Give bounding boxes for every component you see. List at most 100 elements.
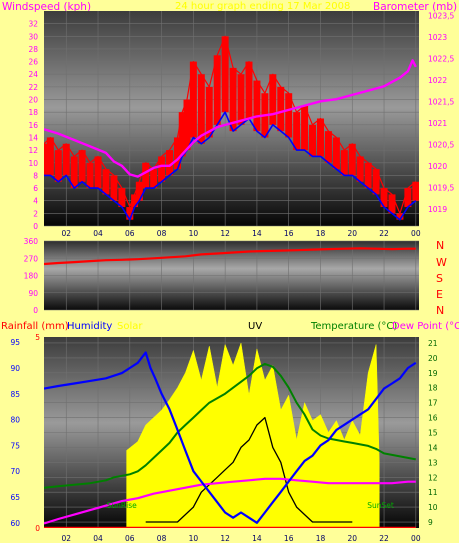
humidity-tick-label: 95 bbox=[10, 338, 20, 347]
temperature-tick-label: 15 bbox=[428, 429, 438, 438]
gust-bar bbox=[173, 137, 181, 170]
barometer-tick-label: 1019,5 bbox=[428, 183, 454, 192]
gust-bar bbox=[245, 61, 253, 119]
gust-bar bbox=[150, 169, 158, 189]
gust-bar bbox=[412, 181, 419, 201]
compass-letter-n-bottom: N bbox=[436, 304, 445, 317]
bottom-time-tick-label: 06 bbox=[125, 534, 135, 543]
temperature-tick-label: 19 bbox=[428, 369, 438, 378]
humidity-tick-label: 65 bbox=[10, 493, 20, 502]
bottom-time-tick-label: 04 bbox=[93, 534, 103, 543]
humidity-tick-label: 90 bbox=[10, 364, 20, 373]
windspeed-tick-label: 30 bbox=[28, 32, 38, 41]
gust-bar bbox=[142, 162, 150, 189]
uv-axis-label: UV bbox=[248, 321, 263, 332]
rain-tick-label: 5 bbox=[35, 333, 40, 342]
gust-bar bbox=[54, 150, 62, 182]
graph-title: 24 hour graph ending 17 Mar 2008 bbox=[175, 1, 351, 12]
gust-bar bbox=[189, 61, 197, 138]
humidity-tick-label: 60 bbox=[10, 519, 20, 528]
barometer-tick-label: 1019 bbox=[428, 205, 447, 214]
humidity-tick-label: 70 bbox=[10, 467, 20, 476]
temperature-axis-label: Temperature (°C) bbox=[311, 321, 398, 332]
gust-bar bbox=[332, 137, 340, 170]
windspeed-tick-label: 0 bbox=[33, 222, 38, 231]
time-tick-label: 06 bbox=[125, 229, 135, 238]
compass-letter-n-top: N bbox=[436, 239, 445, 252]
windspeed-tick-label: 22 bbox=[28, 83, 38, 92]
barometer-axis-label: Barometer (mb) bbox=[373, 1, 458, 13]
time-tick-label: 16 bbox=[284, 229, 294, 238]
gust-bar bbox=[86, 162, 94, 189]
windspeed-tick-label: 26 bbox=[28, 58, 38, 67]
bottom-time-tick-label: 12 bbox=[220, 534, 230, 543]
bottom-time-tick-label: 18 bbox=[316, 534, 326, 543]
rain-tick-label: 0 bbox=[35, 524, 40, 533]
temperature-tick-label: 16 bbox=[428, 414, 438, 423]
solar-axis-label: Solar bbox=[117, 321, 143, 332]
time-tick-label: 14 bbox=[252, 229, 262, 238]
temperature-tick-label: 14 bbox=[428, 443, 438, 452]
humidity-tick-label: 75 bbox=[10, 441, 20, 450]
humidity-axis-label: Humidity bbox=[67, 321, 113, 332]
gust-bar bbox=[348, 143, 356, 176]
windspeed-tick-label: 14 bbox=[28, 133, 38, 142]
direction-series-group bbox=[44, 247, 416, 266]
direction-tick-label: 90 bbox=[28, 289, 38, 298]
windspeed-tick-label: 28 bbox=[28, 45, 38, 54]
direction-tick-label: 180 bbox=[24, 272, 39, 281]
direction-tick-label: 0 bbox=[33, 306, 38, 315]
gust-bar bbox=[205, 86, 213, 138]
gust-bar bbox=[102, 169, 110, 195]
windspeed-tick-label: 12 bbox=[28, 146, 38, 155]
time-tick-label: 02 bbox=[61, 229, 71, 238]
gust-bar bbox=[135, 181, 143, 201]
bottom-time-tick-label: 00 bbox=[411, 534, 421, 543]
time-tick-label: 22 bbox=[379, 229, 389, 238]
gust-bar bbox=[269, 74, 277, 125]
bottom-time-tick-label: 02 bbox=[61, 534, 71, 543]
wind-series-group bbox=[44, 35, 419, 221]
temperature-tick-label: 9 bbox=[428, 518, 433, 527]
sunset-marker-label: SunSet bbox=[367, 501, 394, 510]
time-tick-label: 08 bbox=[157, 229, 167, 238]
gust-bar bbox=[158, 156, 166, 182]
gust-bar bbox=[94, 156, 102, 189]
time-tick-label: 00 bbox=[411, 229, 421, 238]
time-tick-label: 18 bbox=[316, 229, 326, 238]
windspeed-tick-label: 4 bbox=[33, 197, 38, 206]
barometer-tick-label: 1021,5 bbox=[428, 97, 454, 106]
wind-direction-line bbox=[44, 247, 416, 266]
gust-bar bbox=[364, 162, 372, 189]
gust-bar bbox=[237, 74, 245, 125]
compass-letter-s: S bbox=[436, 272, 443, 285]
gust-bar bbox=[78, 150, 86, 182]
humidity-tick-label: 80 bbox=[10, 416, 20, 425]
bottom-time-tick-label: 10 bbox=[189, 534, 199, 543]
gust-bar bbox=[388, 194, 396, 214]
windspeed-tick-label: 2 bbox=[33, 209, 38, 218]
barometer-tick-label: 1020 bbox=[428, 162, 447, 171]
bottom-time-tick-label: 20 bbox=[347, 534, 357, 543]
windspeed-tick-label: 10 bbox=[28, 159, 38, 168]
temperature-tick-label: 11 bbox=[428, 488, 438, 497]
barometer-tick-label: 1022,5 bbox=[428, 54, 454, 63]
humidity-line bbox=[44, 351, 417, 524]
gust-bar bbox=[324, 131, 332, 163]
gust-bar bbox=[293, 112, 301, 151]
uv-line bbox=[145, 416, 353, 523]
gust-bar bbox=[229, 67, 237, 132]
windspeed-tick-label: 16 bbox=[28, 121, 38, 130]
compass-letter-w: W bbox=[436, 256, 447, 269]
dew-point-line bbox=[44, 477, 416, 525]
bottom-time-tick-label: 14 bbox=[252, 534, 262, 543]
dewpoint-axis-label: Dew Point (°C) bbox=[392, 321, 459, 332]
compass-letter-e: E bbox=[436, 288, 443, 301]
humidity-series-group bbox=[44, 342, 417, 528]
time-tick-label: 20 bbox=[347, 229, 357, 238]
gust-bar bbox=[197, 74, 205, 144]
gust-line bbox=[44, 35, 417, 214]
gust-bar bbox=[70, 156, 78, 189]
